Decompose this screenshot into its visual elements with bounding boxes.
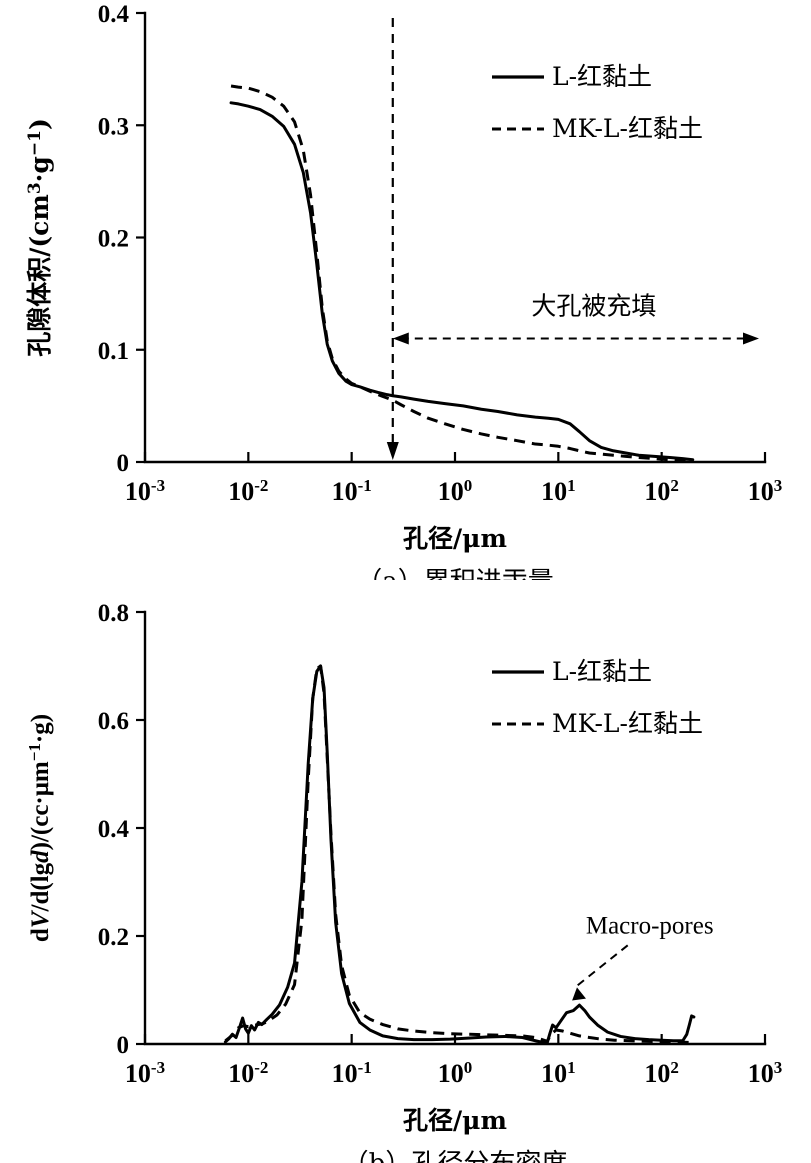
y-tick-label: 0.3 xyxy=(98,113,129,140)
y-axis-title: dV/d(lgd)/(cc·μm−1·g) xyxy=(25,714,54,942)
data-curve-dashed xyxy=(230,84,693,463)
y-axis-title: 孔隙体积/(cm3·g−1) xyxy=(25,118,54,357)
range-arrow-head-right xyxy=(743,332,759,345)
chart-b-svg: 0.8 0.6 0.4 0.2 010-3 10-2 10-1 100 101 102 103 Mac… xyxy=(25,600,783,1163)
macropores-leader-line xyxy=(575,944,629,988)
x-tick-label: 100 xyxy=(438,1058,473,1088)
x-tick-label: 10-3 xyxy=(125,1058,165,1088)
x-tick-label: 101 xyxy=(541,1058,576,1088)
macropores-annotation-label: Macro-pores xyxy=(586,912,714,939)
macropores-arrow-head xyxy=(572,987,586,1001)
legend-label-dashed: MK-L-红黏土 xyxy=(552,709,703,738)
y-tick-label: 0 xyxy=(117,1032,130,1059)
x-tick-label: 10-2 xyxy=(228,476,268,506)
x-tick-label: 10-2 xyxy=(228,1058,268,1088)
x-tick-label: 102 xyxy=(644,1058,679,1088)
y-tick-label: 0 xyxy=(117,450,130,477)
y-tick-label: 0.6 xyxy=(98,708,129,735)
y-tick-label: 0.4 xyxy=(98,1,130,28)
figure-pore-size-distribution: 0.8 0.6 0.4 0.2 0 10-3 10-2 10-1 100 101 102 103 Mac… xyxy=(0,580,811,1163)
y-tick-label: 0.1 xyxy=(98,338,129,365)
x-tick-label: 101 xyxy=(541,476,576,506)
macropore-annotation-label: 大孔被充填 xyxy=(531,292,656,321)
x-tick-label: 10-3 xyxy=(125,476,165,506)
x-tick-label: 10-1 xyxy=(332,1058,372,1088)
x-tick-label: 103 xyxy=(748,1058,783,1088)
vertical-marker-arrow xyxy=(386,442,399,460)
legend-label-dashed: MK-L-红黏土 xyxy=(552,114,703,143)
chart-axes xyxy=(143,11,767,464)
data-curve-solid xyxy=(229,101,695,462)
figure-cumulative-intrusion: 0.4 0.3 0.2 0.1 0 10-3 10-2 10-1 100 101 102 103 大孔被… xyxy=(0,0,811,580)
x-axis-title: 孔径/μm xyxy=(403,1106,507,1135)
chart-axes xyxy=(143,610,767,1046)
chart-a-svg: 0.4 0.3 0.2 0.1 010-3 10-2 10-1 100 101 102 103 大孔被… xyxy=(25,1,783,580)
y-tick-label: 0.8 xyxy=(98,600,129,627)
figure-caption: （a）累积进汞量 xyxy=(356,567,554,580)
x-tick-label: 103 xyxy=(748,476,783,506)
x-tick-label: 100 xyxy=(438,476,473,506)
y-tick-label: 0.2 xyxy=(98,924,129,951)
range-arrow-head-left xyxy=(392,332,409,345)
data-curve-dashed xyxy=(224,664,693,1044)
y-tick-label: 0.4 xyxy=(98,816,130,843)
x-tick-label: 10-1 xyxy=(332,476,372,506)
legend-label-solid: L-红黏土 xyxy=(552,657,652,686)
legend-label-solid: L-红黏土 xyxy=(552,62,652,91)
figure-caption: （b）孔径分布密度 xyxy=(343,1149,568,1163)
x-axis-title: 孔径/μm xyxy=(403,524,507,553)
x-tick-label: 102 xyxy=(644,476,679,506)
y-tick-label: 0.2 xyxy=(98,226,129,253)
